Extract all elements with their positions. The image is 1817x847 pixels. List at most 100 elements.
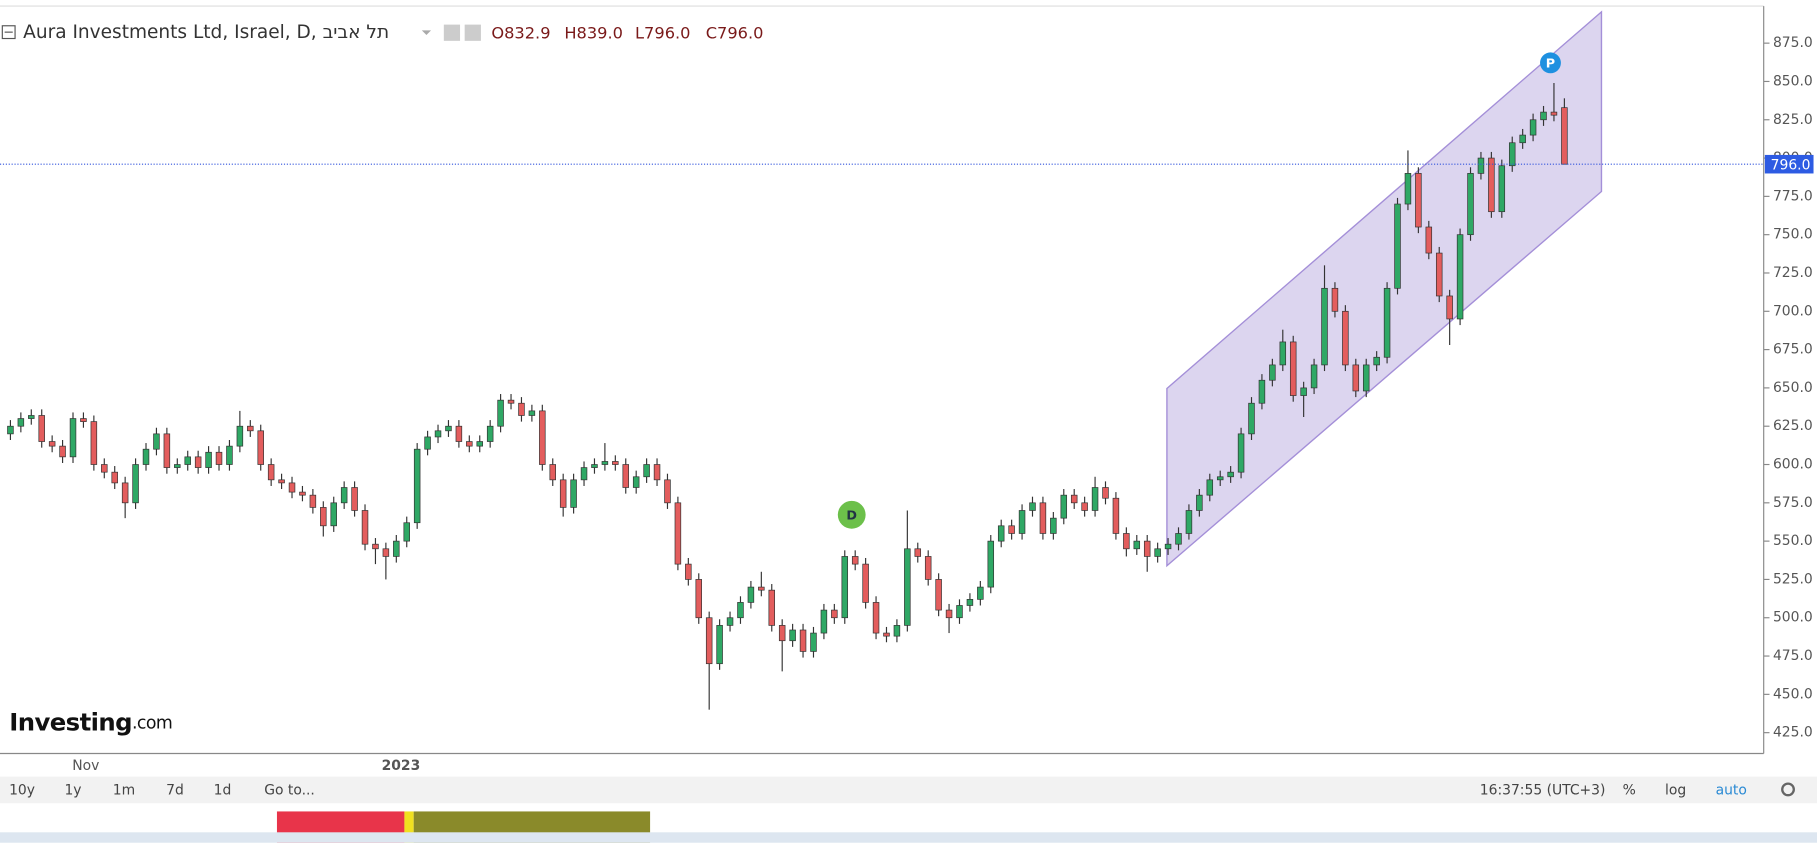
event-marker[interactable] xyxy=(837,500,866,529)
candle-body xyxy=(1269,364,1276,381)
candle-body xyxy=(1175,533,1182,545)
candle-body xyxy=(174,464,181,468)
range-button[interactable]: 7d xyxy=(166,783,184,799)
candle-body xyxy=(549,464,556,481)
candle-body xyxy=(1029,502,1036,511)
candle-body xyxy=(361,510,369,545)
candle-body xyxy=(872,602,880,634)
candle-body xyxy=(695,579,703,619)
candle-body xyxy=(1196,494,1203,511)
candle-body xyxy=(1383,287,1391,358)
candle-body xyxy=(1540,111,1547,121)
candle-body xyxy=(486,425,494,442)
candle-body xyxy=(1404,173,1412,205)
candle-body xyxy=(622,464,629,488)
candle-body xyxy=(163,433,171,468)
candle-body xyxy=(883,632,890,637)
candle-body xyxy=(685,563,692,580)
candle-body xyxy=(142,448,150,465)
ad-block xyxy=(404,811,414,843)
candle-body xyxy=(1488,157,1495,213)
candle-body xyxy=(987,540,995,588)
y-tick-label: 875.0 xyxy=(1773,35,1813,51)
icon[interactable] xyxy=(464,24,481,41)
candle-body xyxy=(997,525,1005,542)
range-button[interactable]: 10y xyxy=(9,783,35,799)
candle-body xyxy=(1331,287,1339,312)
y-tick-label: 650.0 xyxy=(1773,380,1813,396)
candle-body xyxy=(1123,533,1130,550)
icon[interactable] xyxy=(443,24,461,41)
candle-body xyxy=(831,609,838,619)
candle-body xyxy=(7,425,14,435)
range-button[interactable]: 1m xyxy=(113,783,135,799)
candle-body xyxy=(528,410,536,416)
candle-body xyxy=(1394,203,1401,289)
candle-body xyxy=(299,491,306,496)
candle-body xyxy=(1060,494,1068,519)
option-button[interactable]: auto xyxy=(1716,783,1747,799)
candle-body xyxy=(1008,525,1015,534)
candle-body xyxy=(1362,364,1370,392)
candle-body xyxy=(1508,142,1516,167)
y-tick-label: 600.0 xyxy=(1773,457,1813,473)
range-button[interactable]: 1y xyxy=(64,783,81,799)
candle-body xyxy=(288,482,296,493)
candle-body xyxy=(1435,252,1443,297)
settings-icon[interactable] xyxy=(1781,782,1795,797)
candle-body xyxy=(382,548,390,557)
candle-body xyxy=(1352,364,1360,392)
option-button[interactable]: log xyxy=(1665,783,1686,799)
chart-title: Aura Investments Ltd, Israel, D, תל אביב xyxy=(23,22,389,43)
candle-body xyxy=(497,399,504,427)
event-marker[interactable] xyxy=(1540,52,1561,74)
candle-body xyxy=(90,421,98,465)
candle-body xyxy=(1467,173,1474,236)
dropdown[interactable] xyxy=(421,30,432,36)
y-tick-label: 575.0 xyxy=(1773,495,1813,511)
ohlc-label: L796.0 xyxy=(635,23,690,42)
candle-body xyxy=(1143,540,1151,557)
candle-body xyxy=(455,425,463,442)
candle-body xyxy=(758,586,765,591)
goto-button[interactable]: Go to... xyxy=(264,783,315,799)
last-price-tag xyxy=(1764,154,1814,174)
collapse-icon[interactable] xyxy=(1,25,16,40)
logo-suffix: .com xyxy=(132,713,172,733)
candle-body xyxy=(28,415,35,419)
option-button[interactable]: % xyxy=(1623,783,1636,799)
y-tick-label: 850.0 xyxy=(1773,73,1813,89)
taskbar xyxy=(0,832,1817,843)
candle-body xyxy=(1248,402,1255,435)
range-button[interactable]: 1d xyxy=(214,783,232,799)
candle-body xyxy=(674,502,682,565)
candle-body xyxy=(799,629,807,652)
candle-body xyxy=(153,433,160,450)
candle-body xyxy=(1018,510,1026,534)
candle-body xyxy=(466,441,473,447)
candle-body xyxy=(320,507,327,527)
candle-body xyxy=(1070,494,1078,504)
candle-body xyxy=(1446,295,1453,320)
candle-body xyxy=(632,476,640,488)
candle-body xyxy=(413,448,421,524)
clock: 16:37:55 (UTC+3) xyxy=(1480,783,1606,799)
candle-body xyxy=(1373,356,1380,366)
candle-body xyxy=(1050,517,1057,534)
candle-body xyxy=(424,436,431,450)
candle-body xyxy=(726,617,734,626)
candle-body xyxy=(1289,341,1297,396)
candle-body xyxy=(778,625,786,642)
candle-body xyxy=(101,464,108,473)
candle-body xyxy=(705,617,713,665)
y-tick-label: 500.0 xyxy=(1773,610,1813,626)
candle-body xyxy=(1216,476,1224,481)
candle-body xyxy=(1091,487,1099,511)
candle-body xyxy=(841,556,849,619)
candle-body xyxy=(1279,341,1287,366)
logo: Investing.com xyxy=(9,707,172,736)
y-tick-label: 700.0 xyxy=(1773,303,1813,319)
candle-body xyxy=(820,609,828,634)
